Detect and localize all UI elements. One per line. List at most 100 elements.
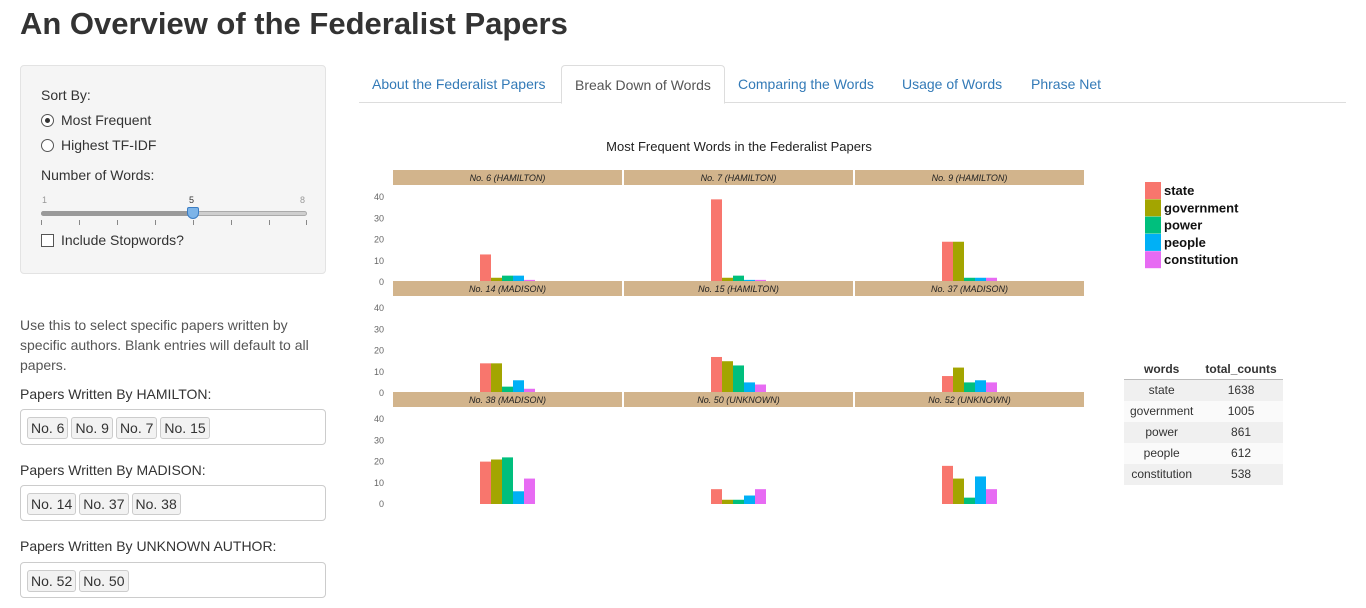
include-stopwords-checkbox[interactable]: Include Stopwords? (41, 232, 184, 248)
slider-grid-tick (193, 220, 194, 225)
slider-value-label: 5 (189, 195, 195, 205)
radio-unselected-icon[interactable] (41, 138, 54, 152)
facet-strip-label: No. 37 (MADISON) (931, 284, 1008, 294)
table-header-row: words total_counts (1124, 359, 1283, 380)
slider-grid-tick (155, 220, 156, 225)
y-tick-label: 30 (374, 213, 384, 223)
radio-label: Most Frequent (61, 112, 152, 128)
paper-chip[interactable]: No. 37 (79, 493, 129, 515)
radio-label: Highest TF-IDF (61, 137, 157, 153)
bar-power (964, 277, 975, 282)
bar-state (711, 199, 722, 282)
bar-constitution (755, 489, 766, 504)
facet-strip (393, 392, 622, 407)
bar-state (480, 461, 491, 504)
legend-label: constitution (1164, 252, 1238, 267)
bar-government (953, 367, 964, 393)
table-cell-word: government (1124, 400, 1200, 422)
paper-chip[interactable]: No. 9 (71, 417, 113, 439)
table-row: people 612 (1124, 442, 1283, 464)
bar-constitution (755, 279, 766, 282)
facet-strip-label: No. 15 (HAMILTON) (698, 284, 779, 294)
bar-government (722, 361, 733, 393)
facet-strip (624, 170, 853, 185)
legend-swatch-power (1145, 216, 1161, 234)
facet-strip-label: No. 6 (HAMILTON) (470, 173, 546, 183)
paper-chip[interactable]: No. 50 (79, 570, 129, 592)
table-cell-count: 1005 (1199, 400, 1283, 422)
table-row: power 861 (1124, 421, 1283, 443)
table-row: state 1638 (1124, 379, 1283, 401)
bar-constitution (524, 478, 535, 504)
paper-chip[interactable]: No. 7 (115, 417, 158, 439)
slider-grid-tick (79, 220, 80, 225)
paper-chip[interactable]: No. 14 (27, 493, 77, 515)
tab-about[interactable]: About the Federalist Papers (372, 76, 546, 92)
radio-selected-icon[interactable] (41, 113, 54, 127)
radio-highest-tfidf[interactable]: Highest TF-IDF (41, 137, 156, 153)
bar-power (502, 457, 513, 504)
slider-fill (41, 211, 193, 216)
y-tick-label: 0 (379, 388, 384, 398)
bar-people (513, 380, 524, 393)
tab-break-down-of-words[interactable]: Break Down of Words (561, 65, 725, 104)
bar-constitution (755, 384, 766, 393)
table-cell-word: people (1124, 442, 1200, 464)
table-cell-count: 1638 (1199, 379, 1283, 401)
bar-government (491, 459, 502, 504)
sort-by-label: Sort By: (41, 87, 91, 103)
slider-grid-tick (306, 220, 307, 225)
legend-swatch-people (1145, 233, 1161, 251)
paper-chip[interactable]: No. 52 (27, 570, 77, 592)
bar-state (942, 376, 953, 393)
bar-power (502, 386, 513, 393)
bar-people (513, 491, 524, 504)
page-title: An Overview of the Federalist Papers (20, 6, 568, 41)
tab-comparing-the-words[interactable]: Comparing the Words (738, 76, 874, 92)
bar-state (480, 363, 491, 393)
y-tick-label: 10 (374, 367, 384, 377)
facet-strip (393, 281, 622, 296)
bar-state (942, 241, 953, 282)
tab-usage-of-words[interactable]: Usage of Words (902, 76, 1003, 92)
radio-most-frequent[interactable]: Most Frequent (41, 112, 151, 128)
tab-phrase-net[interactable]: Phrase Net (1031, 76, 1102, 92)
facet-strip-label: No. 14 (MADISON) (469, 284, 546, 294)
bar-state (711, 489, 722, 504)
bar-constitution (524, 388, 535, 393)
bar-power (733, 499, 744, 504)
hamilton-papers-select[interactable]: No. 6 No. 9 No. 7 No. 15 (20, 409, 326, 445)
bar-power (733, 365, 744, 393)
bar-power (733, 275, 744, 282)
legend-label: power (1164, 218, 1202, 233)
bar-government (491, 363, 502, 393)
table-cell-count: 861 (1199, 421, 1283, 443)
bar-government (953, 241, 964, 282)
number-of-words-slider[interactable]: 1 5 8 (41, 191, 307, 231)
unknown-papers-select[interactable]: No. 52 No. 50 (20, 562, 326, 598)
table-header-words: words (1124, 359, 1200, 380)
y-tick-label: 10 (374, 478, 384, 488)
bar-people (975, 380, 986, 393)
bar-people (975, 476, 986, 504)
slider-handle[interactable] (187, 207, 199, 219)
facet-strip (624, 281, 853, 296)
bar-people (744, 279, 755, 282)
y-tick-label: 0 (379, 499, 384, 509)
unknown-papers-label: Papers Written By UNKNOWN AUTHOR: (20, 538, 277, 554)
paper-chip[interactable]: No. 38 (131, 493, 181, 515)
paper-chip[interactable]: No. 6 (27, 417, 69, 439)
madison-papers-select[interactable]: No. 14 No. 37 No. 38 (20, 485, 326, 521)
y-tick-label: 30 (374, 324, 384, 334)
bar-people (744, 382, 755, 393)
slider-grid-tick (269, 220, 270, 225)
checkbox-icon[interactable] (41, 233, 54, 247)
y-tick-label: 20 (374, 457, 384, 467)
y-tick-label: 20 (374, 235, 384, 245)
table-cell-word: constitution (1124, 463, 1200, 485)
paper-chip[interactable]: No. 15 (160, 417, 210, 439)
table-cell-word: state (1124, 379, 1200, 401)
main-tabs: About the Federalist Papers Break Down o… (359, 65, 1346, 104)
bar-state (480, 254, 491, 282)
bar-constitution (524, 279, 535, 282)
